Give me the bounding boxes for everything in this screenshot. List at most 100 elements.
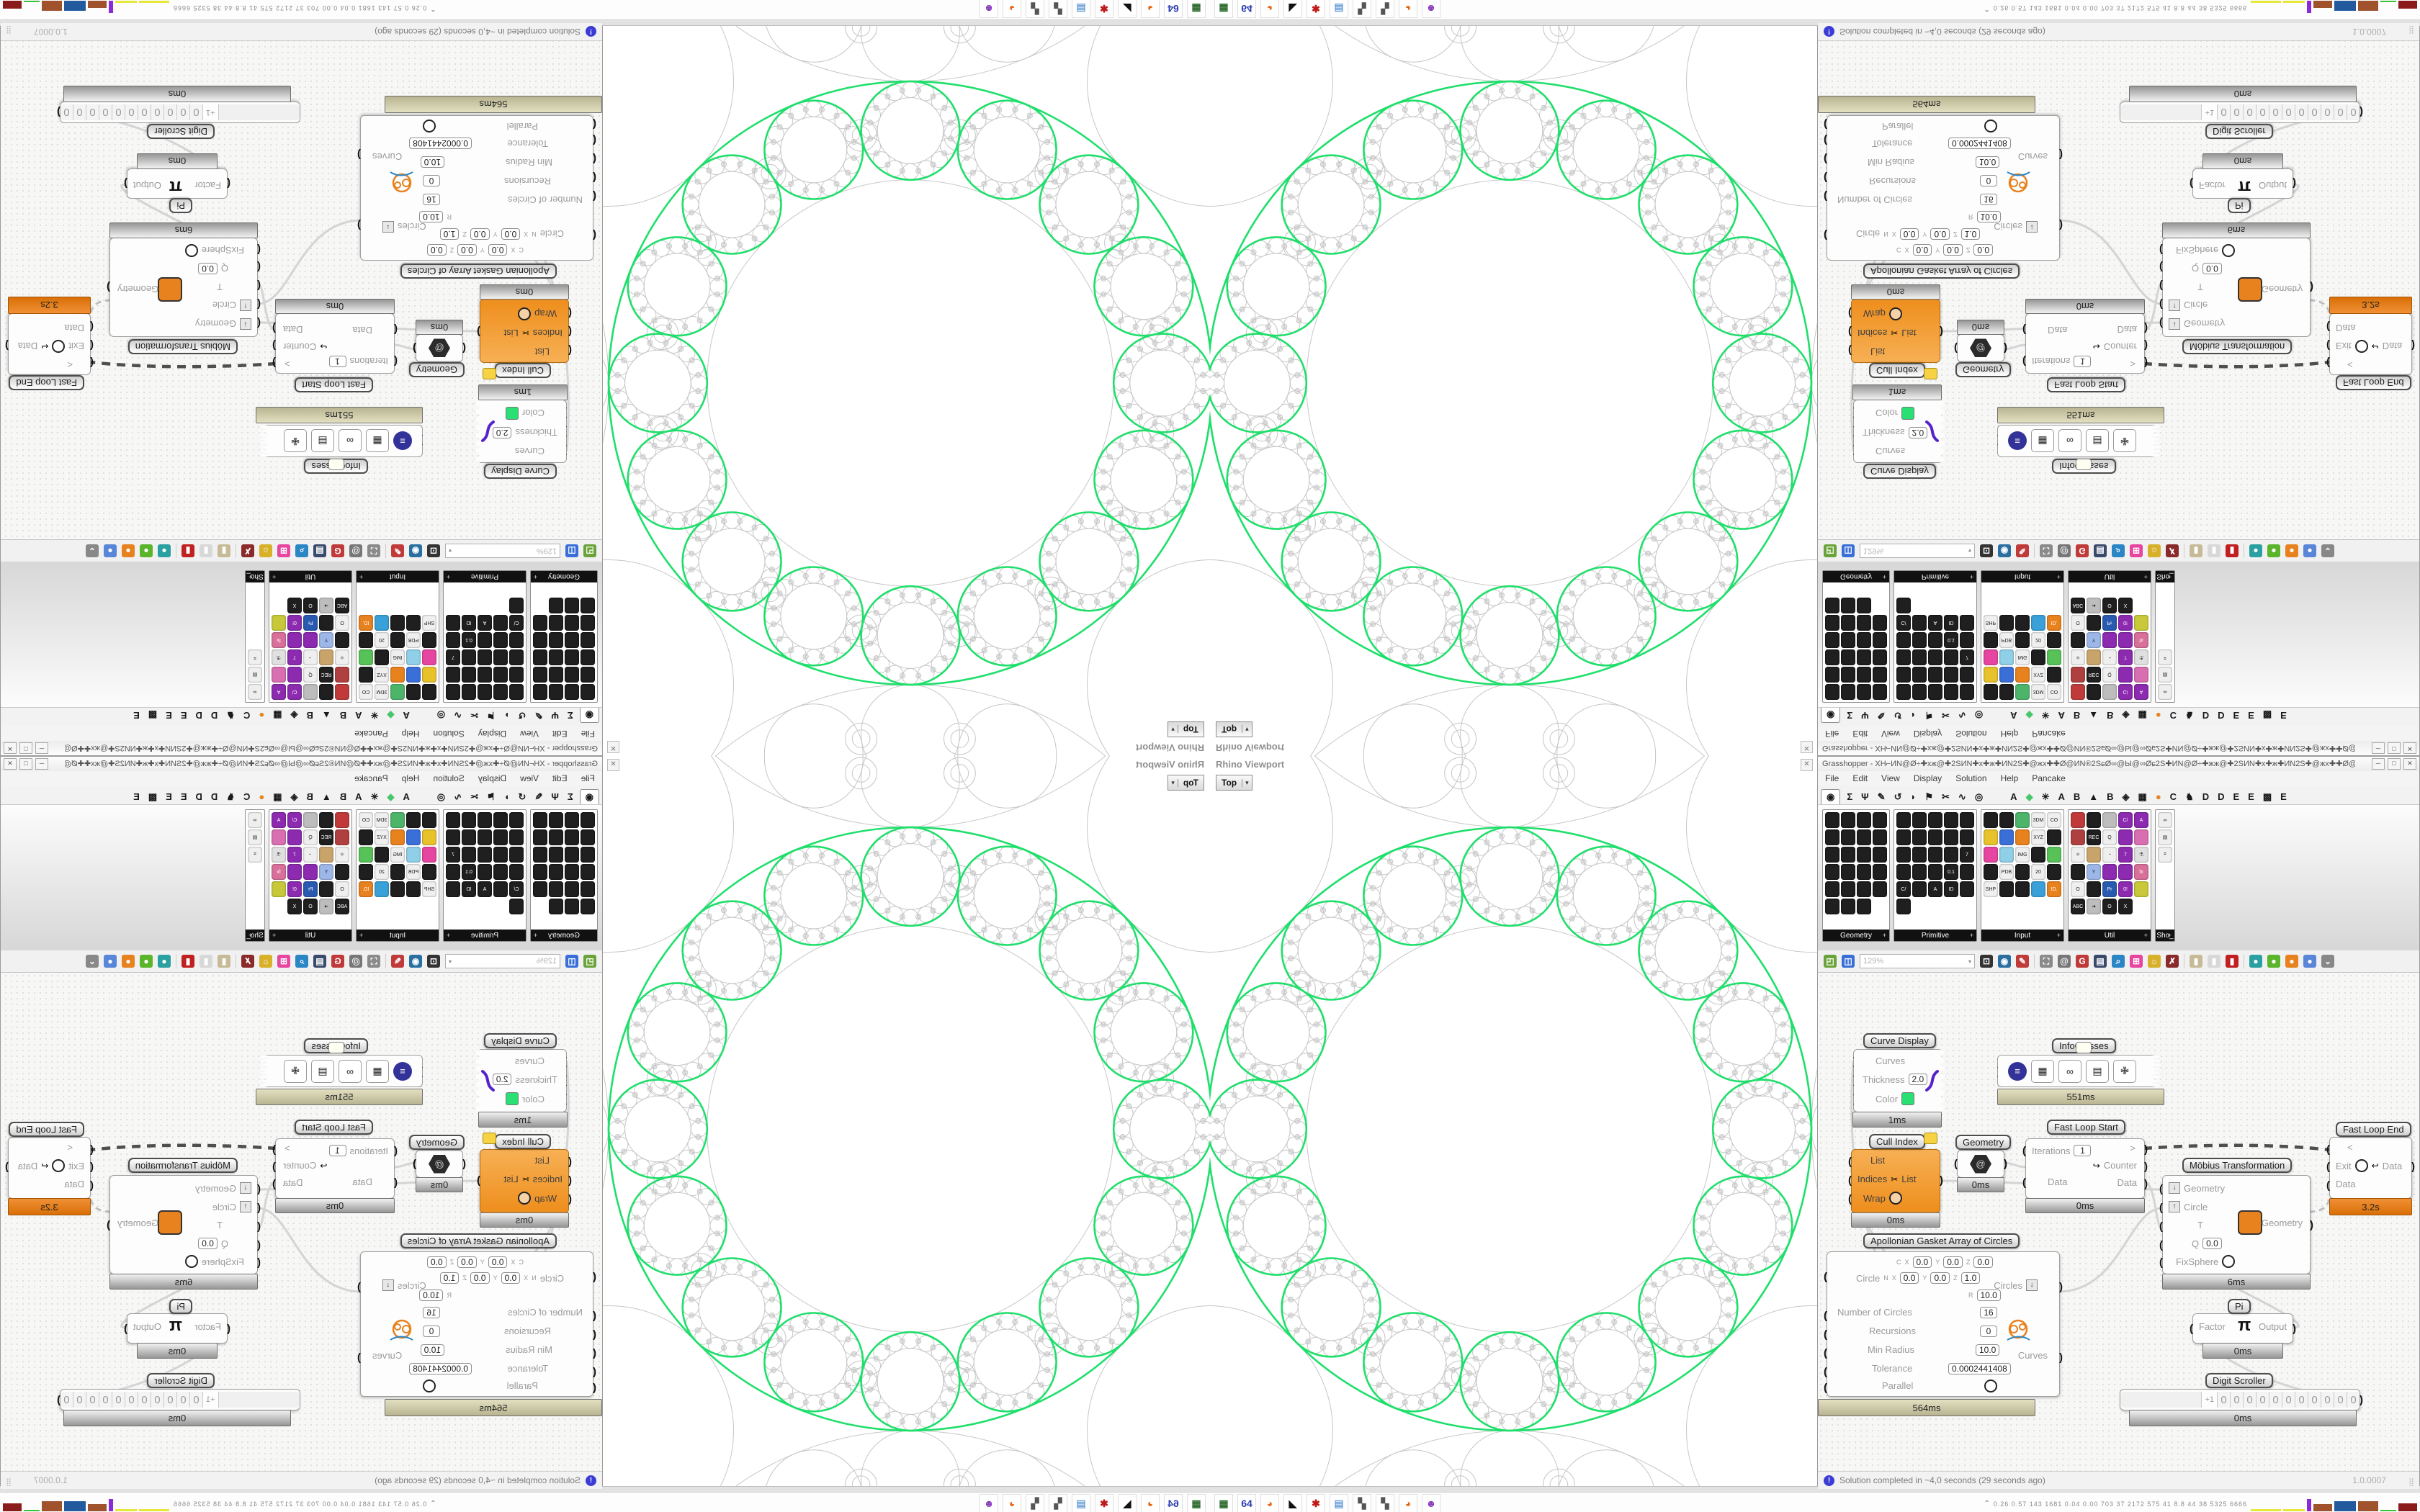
component-icon[interactable] [1841,632,1855,648]
port-list-in[interactable]: ( [568,344,572,356]
fast-loop-end-component[interactable]: ( ( ( ) < Exit ↩ Data Data [2326,313,2415,375]
wrap-toggle[interactable] [1888,1192,1902,1205]
component-icon[interactable] [565,667,579,683]
component-icon[interactable] [1912,615,1927,631]
component-icon[interactable] [1896,632,1911,648]
palette-group-label[interactable]: Input + [357,930,439,941]
puzzle-icon[interactable]: ✙ [284,430,307,453]
menu-pancake[interactable]: Pancake [2032,773,2066,783]
fast-loop-end-component[interactable]: ( ( ( ) < Exit ↩ Data Data [5,313,94,375]
component-icon[interactable] [2087,847,2101,863]
gh-tab-26[interactable]: E [2248,791,2254,802]
component-icon[interactable]: Q [303,829,318,845]
component-icon[interactable]: A [2134,684,2148,700]
component-icon[interactable] [581,899,595,914]
rewire-icon[interactable]: ✗ [2166,955,2179,968]
component-icon[interactable] [478,684,492,700]
zoom-extents-icon[interactable]: ⊡ [427,955,440,968]
component-icon[interactable]: C/ [509,615,524,631]
indigo-sphere-icon[interactable]: ≡ [2008,1061,2027,1081]
color-swatch[interactable] [1901,407,1914,420]
component-icon[interactable] [1825,864,1839,880]
scroller-track[interactable] [218,104,300,120]
grid-icon[interactable]: ▦ [2031,430,2054,453]
port-thickness-in[interactable]: ( [1850,1074,1854,1086]
close-icon[interactable]: ✕ [2403,742,2416,754]
component-icon[interactable] [493,847,508,863]
port-fixsphere-in[interactable]: ( [257,1256,261,1269]
expand-icon[interactable]: + [447,932,451,939]
component-icon[interactable] [1944,667,1958,683]
component-icon[interactable] [1841,899,1855,914]
graft-icon[interactable]: ↑ [240,300,251,311]
gh-tab-26[interactable]: E [166,791,172,802]
port-circle-in[interactable]: ( [257,1202,261,1214]
port-t-in[interactable]: ( [257,1220,261,1233]
port-minradius-in[interactable]: ( [1824,153,1827,165]
apollonian-component[interactable]: ( ( ( ( ( ( ) ) C X 0.0 Y 0.0 Z 0.0 [357,1251,596,1397]
gh-tab-27[interactable]: ▩ [148,710,158,721]
component-icon[interactable] [2015,829,2030,845]
component-icon[interactable] [462,829,476,845]
idea-lamp-icon[interactable]: ☼ [259,955,272,968]
component-icon[interactable] [581,812,595,828]
component-icon[interactable] [1912,829,1927,845]
notepad-icon[interactable]: ▤ [1330,1494,1348,1512]
apollonian-component[interactable]: ( ( ( ( ( ( ) ) C X 0.0 Y 0.0 Z 0.0 [357,115,596,261]
component-icon[interactable]: ⚗ [2134,649,2148,665]
palette-group-label[interactable]: Sho_ + [2156,571,2174,582]
infoglasses-component[interactable]: ( ≡ ▦ ∞ ▤ ✙ [1997,425,2163,457]
minimize-icon[interactable]: ─ [2372,758,2385,770]
port-data-in[interactable]: ( [90,320,94,333]
mobius-label[interactable]: Möbius Transformation [2182,339,2293,354]
component-icon[interactable]: CO [2047,812,2061,828]
component-icon[interactable] [1857,881,1871,897]
cull-index-component[interactable]: ( ( ( ) List Indices ✂ List Wrap [477,1149,572,1213]
component-icon[interactable] [422,632,436,648]
port-iterations-in[interactable]: ( [394,1145,398,1157]
resize-grip[interactable]: ⣿ [2408,1478,2415,1487]
c-x-value[interactable]: 0.0 [488,1256,508,1268]
port-factor-in[interactable]: ( [227,177,230,189]
component-icon[interactable] [422,847,436,863]
parallel-toggle[interactable] [1984,1380,1997,1392]
component-icon[interactable] [2047,829,2061,845]
component-icon[interactable] [1873,667,1887,683]
port-circle-in[interactable]: ( [593,1271,596,1283]
component-icon[interactable] [1857,598,1871,613]
expand-icon[interactable]: + [2056,573,2061,580]
component-icon[interactable]: 3DM [2031,812,2045,828]
port-geometry-in[interactable]: ( [462,342,466,354]
component-icon[interactable] [1999,684,2014,700]
component-icon[interactable] [1928,847,1942,863]
fixsphere-toggle[interactable] [184,244,198,257]
component-icon[interactable] [2087,881,2101,897]
component-icon[interactable]: C/ [2118,812,2133,828]
gh-tab-9[interactable]: ◎ [1974,710,1984,721]
component-icon[interactable] [1999,812,2014,828]
component-icon[interactable]: O [2102,598,2117,613]
n-z-value[interactable]: 1.0 [439,1272,460,1284]
n-z-value[interactable]: 1.0 [1960,1272,1981,1284]
component-icon[interactable]: XYZ [375,829,389,845]
rhino-icon[interactable]: ◣ [1283,0,1302,18]
fast-loop-end-component[interactable]: ( ( ( ) < Exit ↩ Data Data [2326,1137,2415,1199]
component-icon[interactable] [1857,864,1871,880]
emulator-icon[interactable]: ▦ [1214,1494,1233,1512]
port-circle-in[interactable]: ( [257,298,261,310]
gh-tab-14[interactable]: A [355,710,362,721]
c-y-value[interactable]: 0.0 [457,244,477,256]
component-icon[interactable] [1984,864,1998,880]
port-loop-out[interactable]: ) [272,356,276,369]
maze-app-icon-2[interactable]: ▚ [1376,0,1394,18]
component-icon[interactable]: PDB [406,864,421,880]
notepad-icon[interactable]: ▤ [1072,0,1090,18]
gh-tab-15[interactable]: B [2073,791,2081,802]
component-icon[interactable] [375,847,389,863]
expand-icon[interactable]: + [534,932,538,939]
n-x-value[interactable]: 0.0 [1899,228,1919,240]
gh-tab-28[interactable]: E [2280,791,2287,802]
digit-0[interactable]: 0 [190,104,203,120]
component-icon[interactable] [2102,632,2117,648]
exit-toggle[interactable] [2354,340,2368,353]
